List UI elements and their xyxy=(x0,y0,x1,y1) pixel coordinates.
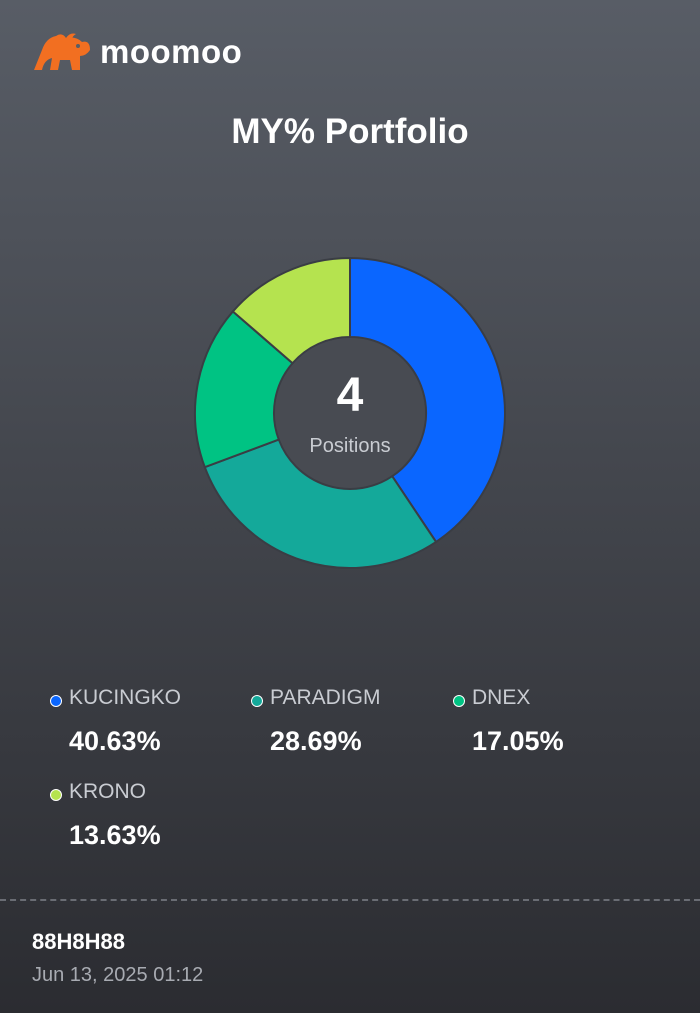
legend-label: KUCINGKO xyxy=(69,686,182,709)
legend-dot-kucingko xyxy=(50,695,62,707)
legend-value: 17.05% xyxy=(472,726,564,756)
legend-dot-paradigm xyxy=(251,695,263,707)
timestamp: Jun 13, 2025 01:12 xyxy=(32,964,204,986)
donut-slice-dnex xyxy=(194,310,294,469)
donut-chart: 4 Positions xyxy=(190,252,510,574)
legend-dot-dnex xyxy=(453,695,465,707)
donut-slice-krono xyxy=(231,256,351,365)
brand-name: moomoo xyxy=(100,33,243,70)
legend-label: KRONO xyxy=(69,780,147,803)
legend-value: 40.63% xyxy=(69,726,161,756)
donut-hole xyxy=(275,338,425,488)
legend-dot-krono xyxy=(50,789,62,801)
donut-slice-paradigm xyxy=(203,438,438,569)
legend-label: PARADIGM xyxy=(270,686,381,709)
positions-count: 4 xyxy=(336,369,364,422)
legend-value: 13.63% xyxy=(69,820,161,850)
legend-label: DNEX xyxy=(472,686,531,709)
donut-svg xyxy=(194,256,506,569)
donut-slice-kucingko xyxy=(349,256,506,544)
account-id: 88H8H88 xyxy=(32,929,125,954)
chart-title: MY% Portfolio xyxy=(231,112,469,151)
dashed-divider xyxy=(0,899,700,901)
legend-value: 28.69% xyxy=(270,726,362,756)
brand: moomoo xyxy=(32,30,242,74)
positions-label: Positions xyxy=(309,435,391,457)
bull-logo-icon xyxy=(34,33,90,70)
